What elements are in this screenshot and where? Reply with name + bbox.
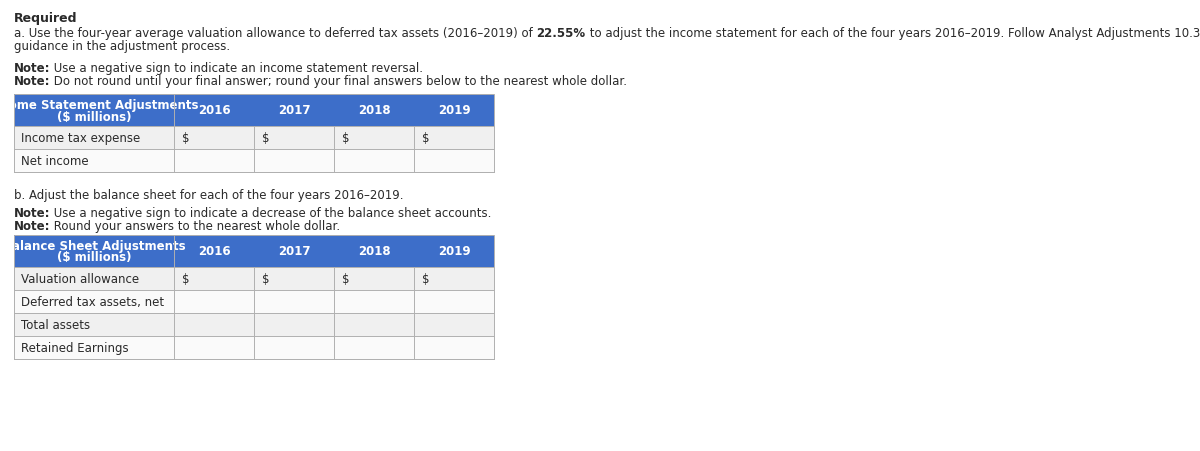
- Bar: [14, 127, 494, 150]
- Text: Round your answers to the nearest whole dollar.: Round your answers to the nearest whole …: [50, 220, 341, 232]
- Bar: [14, 235, 494, 267]
- Text: 2018: 2018: [358, 245, 390, 258]
- Text: 2019: 2019: [438, 245, 470, 258]
- Text: guidance in the adjustment process.: guidance in the adjustment process.: [14, 40, 230, 53]
- Text: Total assets: Total assets: [22, 318, 90, 331]
- Text: 2016: 2016: [198, 245, 230, 258]
- Text: Note:: Note:: [14, 62, 50, 75]
- Text: Required: Required: [14, 12, 78, 25]
- Text: Use a negative sign to indicate an income statement reversal.: Use a negative sign to indicate an incom…: [50, 62, 424, 75]
- Text: $: $: [182, 272, 190, 285]
- Text: 22.55%: 22.55%: [536, 27, 586, 40]
- Text: Valuation allowance: Valuation allowance: [22, 272, 139, 285]
- Text: Deferred tax assets, net: Deferred tax assets, net: [22, 295, 164, 308]
- Text: $: $: [342, 132, 349, 145]
- Text: $: $: [422, 132, 430, 145]
- Text: to adjust the income statement for each of the four years 2016–2019. Follow Anal: to adjust the income statement for each …: [586, 27, 1200, 40]
- Text: Use a negative sign to indicate a decrease of the balance sheet accounts.: Use a negative sign to indicate a decrea…: [50, 207, 492, 220]
- Text: 2016: 2016: [198, 104, 230, 117]
- Bar: [14, 313, 494, 336]
- Text: ($ millions): ($ millions): [56, 110, 131, 123]
- Text: $: $: [342, 272, 349, 285]
- Text: Do not round until your final answer; round your final answers below to the near: Do not round until your final answer; ro…: [50, 75, 628, 88]
- Text: Note:: Note:: [14, 220, 50, 232]
- Text: b. Adjust the balance sheet for each of the four years 2016–2019.: b. Adjust the balance sheet for each of …: [14, 189, 403, 202]
- Bar: [14, 95, 494, 127]
- Text: Retained Earnings: Retained Earnings: [22, 341, 128, 354]
- Text: 2017: 2017: [277, 104, 311, 117]
- Bar: [14, 290, 494, 313]
- Bar: [14, 95, 494, 173]
- Text: $: $: [262, 272, 270, 285]
- Text: Net income: Net income: [22, 155, 89, 168]
- Text: a. Use the four-year average valuation allowance to deferred tax assets (2016–20: a. Use the four-year average valuation a…: [14, 27, 536, 40]
- Bar: [14, 336, 494, 359]
- Text: Income Statement Adjustments: Income Statement Adjustments: [0, 99, 199, 112]
- Text: $: $: [262, 132, 270, 145]
- Text: Note:: Note:: [14, 207, 50, 220]
- Bar: [14, 267, 494, 290]
- Text: 2019: 2019: [438, 104, 470, 117]
- Text: 2017: 2017: [277, 245, 311, 258]
- Text: Balance Sheet Adjustments: Balance Sheet Adjustments: [2, 240, 185, 253]
- Text: $: $: [182, 132, 190, 145]
- Bar: [14, 235, 494, 359]
- Text: ($ millions): ($ millions): [56, 251, 131, 264]
- Text: Note:: Note:: [14, 75, 50, 88]
- Bar: [14, 150, 494, 173]
- Text: 2018: 2018: [358, 104, 390, 117]
- Text: Income tax expense: Income tax expense: [22, 132, 140, 145]
- Text: $: $: [422, 272, 430, 285]
